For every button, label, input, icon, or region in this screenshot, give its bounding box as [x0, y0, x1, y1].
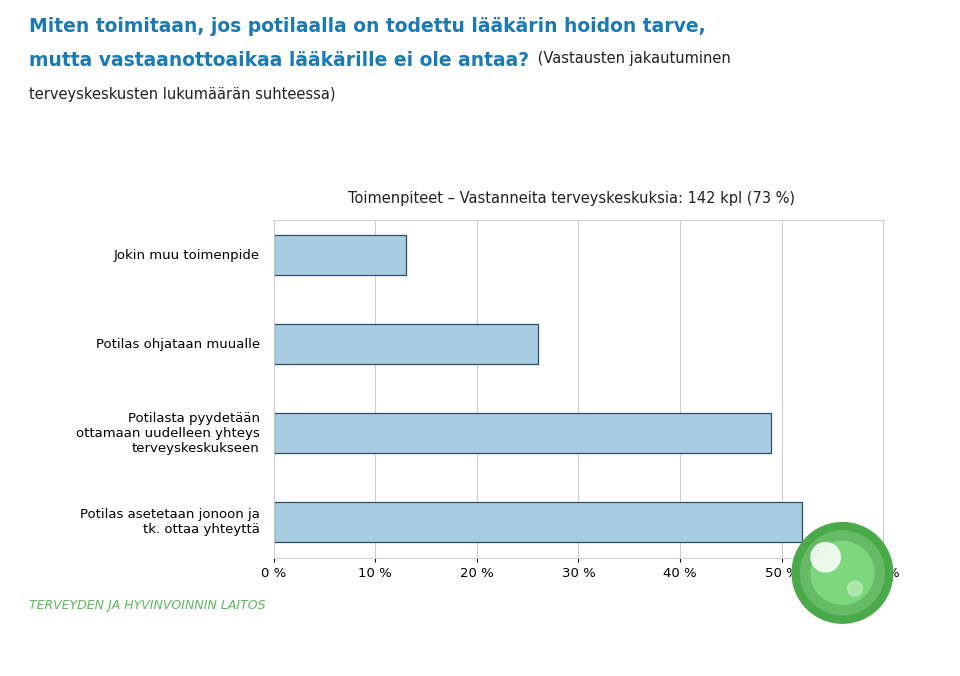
Circle shape: [811, 543, 840, 572]
Text: Toimenpiteet – Vastanneita terveyskeskuksia: 142 kpl (73 %): Toimenpiteet – Vastanneita terveyskeskuk…: [348, 191, 795, 206]
Text: 18: 18: [925, 652, 943, 665]
Circle shape: [811, 541, 874, 604]
Bar: [274, 413, 772, 454]
Circle shape: [801, 531, 884, 615]
Text: terveyskeskusten lukumäärän suhteessa): terveyskeskusten lukumäärän suhteessa): [29, 87, 335, 101]
Text: Tieto/PATI: Tieto/PATI: [446, 652, 514, 665]
Text: TERVEYDEN JA HYVINVOINNIN LAITOS: TERVEYDEN JA HYVINVOINNIN LAITOS: [29, 598, 265, 612]
Bar: [274, 324, 538, 364]
Circle shape: [792, 523, 893, 623]
Text: mutta vastaanottoaikaa lääkärille ei ole antaa?: mutta vastaanottoaikaa lääkärille ei ole…: [29, 51, 529, 70]
Bar: [274, 235, 406, 275]
Circle shape: [848, 581, 862, 596]
Text: Miten toimitaan, jos potilaalla on todettu lääkärin hoidon tarve,: Miten toimitaan, jos potilaalla on todet…: [29, 17, 706, 36]
Text: 10.12.2009: 10.12.2009: [17, 652, 96, 665]
Bar: [274, 502, 802, 542]
Text: (Vastausten jakautuminen: (Vastausten jakautuminen: [533, 51, 731, 66]
